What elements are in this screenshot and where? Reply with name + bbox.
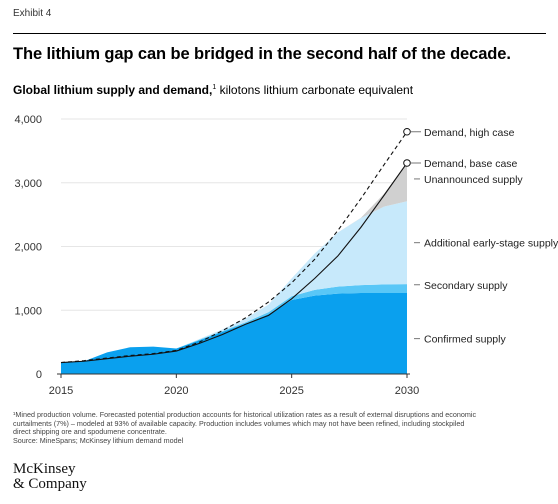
chart-subtitle: Global lithium supply and demand,1 kilot… <box>13 83 413 97</box>
series-labels: Demand, high case Demand, base case Unanno… <box>403 127 558 346</box>
exhibit-label: Exhibit 4 <box>13 8 52 19</box>
x-tick-label: 2015 <box>49 385 73 397</box>
chart-svg: 0 1,000 2,000 3,000 4,000 2015 2020 2025 2030 De… <box>14 114 558 397</box>
line-demand-high-case <box>60 131 408 364</box>
stacked-areas <box>61 162 407 374</box>
footnote-line: ¹Mined production volume. Forecasted pot… <box>13 410 477 419</box>
footnote: ¹Mined production volume. Forecasted pot… <box>13 410 548 445</box>
line-end-marker <box>403 159 411 167</box>
y-tick-label: 4,000 <box>14 114 42 126</box>
subtitle-footnote-mark: 1 <box>212 84 217 91</box>
y-tick-label: 3,000 <box>14 178 42 190</box>
footnote-line: curtailments (7%) – modeled at 93% of av… <box>13 418 465 428</box>
logo-line: McKinsey <box>13 461 76 477</box>
subtitle-units: kilotons lithium carbonate equivalent <box>216 83 414 97</box>
series-label: Additional early-stage supply <box>424 238 558 250</box>
y-tick-label: 0 <box>36 369 42 381</box>
area-additional-early-stage-supply <box>61 201 407 363</box>
y-tick-label: 2,000 <box>14 242 42 254</box>
subtitle-bold: Global lithium supply and demand, <box>13 83 213 97</box>
footnote-source: Source: MineSpans; McKinsey lithium dema… <box>13 435 184 445</box>
y-tick-label: 1,000 <box>14 305 42 317</box>
logo-line: & Company <box>13 476 87 492</box>
chart-title: The lithium gap can be bridged in the se… <box>13 45 511 63</box>
axes: 0 1,000 2,000 3,000 4,000 2015 2020 2025 2030 <box>14 114 419 397</box>
demand-lines <box>60 131 408 364</box>
x-tick-label: 2020 <box>164 385 188 397</box>
series-label: Demand, high case <box>424 127 515 139</box>
mckinsey-logo: McKinsey & Company <box>13 462 87 492</box>
line-demand-base-case <box>60 162 408 364</box>
top-rule <box>13 33 546 34</box>
series-label: Demand, base case <box>424 158 518 170</box>
x-tick-label: 2030 <box>395 385 419 397</box>
series-label: Secondary supply <box>424 280 508 292</box>
x-tick-label: 2025 <box>279 385 303 397</box>
area-confirmed-supply <box>61 293 407 374</box>
line-end-marker <box>403 127 411 136</box>
series-label: Confirmed supply <box>424 334 506 346</box>
series-label: Unannounced supply <box>424 174 523 186</box>
area-secondary-supply <box>61 284 407 363</box>
footnote-line: direct shipping ore and spodumene concen… <box>13 427 167 437</box>
